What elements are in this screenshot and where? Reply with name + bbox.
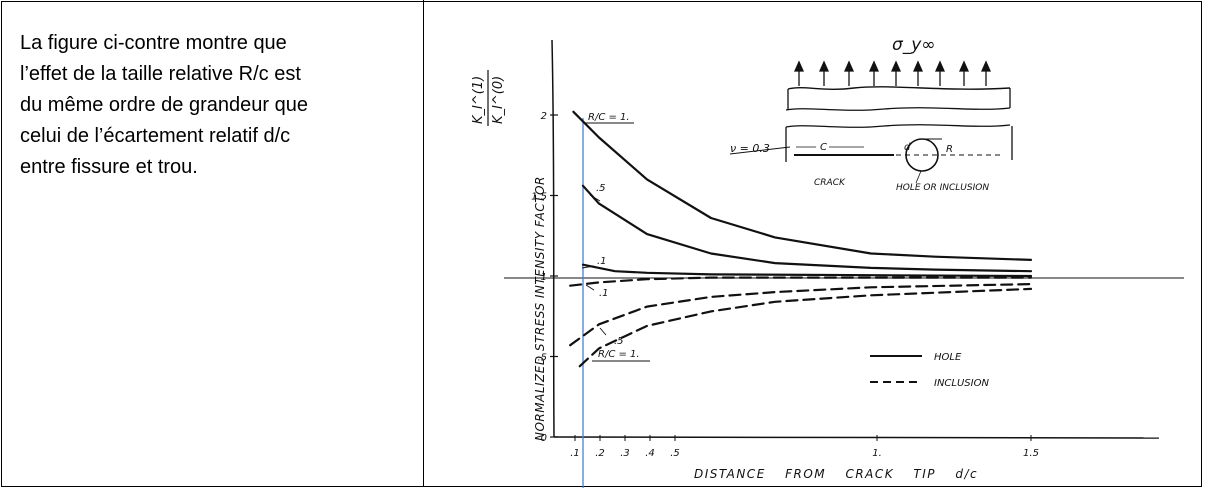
x-tick-label: .4 xyxy=(645,448,655,459)
x-tick-label: .1 xyxy=(570,448,580,459)
stress-intensity-chart: σ_y∞ ν = 0.3 C d R CRACK HOLE OR xyxy=(471,35,1184,488)
fraction-numerator: K_I^(1) xyxy=(471,76,486,124)
y-axis-fraction: K_I^(1) K_I^(0) xyxy=(471,70,506,126)
series-label-inclusion-0.5-leader xyxy=(599,327,607,336)
legend-label: INCLUSION xyxy=(934,378,989,389)
y-tick-label: .5 xyxy=(537,353,547,364)
y-axis-title: NORMALIZED STRESS INTENSITY FACTOR xyxy=(533,176,547,441)
x-tick-label: 1. xyxy=(872,448,882,459)
radius-label: R xyxy=(946,144,953,155)
series-label-inclusion-0.1: .1 xyxy=(599,288,609,299)
series-label-hole-0.1-leader xyxy=(581,265,595,269)
series-line-dashed xyxy=(569,283,1033,347)
y-tick-label: 1 xyxy=(541,272,547,283)
crack-label: CRACK xyxy=(814,178,846,188)
y-tick-label: 2 xyxy=(541,111,547,122)
y-tick-label: 0 xyxy=(541,433,547,444)
paragraph-line: du même ordre de grandeur que xyxy=(20,94,308,116)
series-label-hole-0.5-leader xyxy=(589,194,601,202)
hole-or-inclusion-label: HOLE OR INCLUSION xyxy=(896,183,989,193)
series-label-inclusion-0.5: .5 xyxy=(614,336,624,347)
x-axis-title: DISTANCE FROM CRACK TIP d/c xyxy=(694,467,978,481)
paragraph-line: La figure ci-contre montre que xyxy=(20,32,287,54)
legend-label: HOLE xyxy=(934,352,962,363)
distance-label: d xyxy=(904,142,911,153)
series-label-inclusion-0.1-leader xyxy=(585,284,595,291)
chart-series xyxy=(569,110,1033,368)
chart-legend: HOLE INCLUSION xyxy=(870,352,989,389)
crack-length-label: C xyxy=(820,142,827,153)
series-label-hole-0.1: .1 xyxy=(597,256,607,267)
series-line-dashed xyxy=(569,276,1033,287)
series-line-solid xyxy=(581,184,1033,273)
paragraph-line: celui de l’écartement relatif d/c xyxy=(20,125,291,147)
poisson-ratio-label: ν = 0.3 xyxy=(730,142,770,155)
x-tick-label: .2 xyxy=(595,448,605,459)
crack-hole-inset-diagram: σ_y∞ ν = 0.3 C d R CRACK HOLE OR xyxy=(729,35,1013,193)
series-label-hole-r1: R/C = 1. xyxy=(588,112,630,123)
series-line-dashed xyxy=(578,287,1033,368)
plate-break-line-2 xyxy=(785,124,1011,128)
series-line-solid xyxy=(581,263,1033,278)
series-label-inclusion-r1: R/C = 1. xyxy=(598,349,640,360)
fraction-denominator: K_I^(0) xyxy=(491,76,506,124)
series-label-hole-0.5: .5 xyxy=(596,183,606,194)
cell-divider xyxy=(423,0,424,486)
paragraph-line: l’effet de la taille relative R/c est xyxy=(20,63,301,85)
y-axis-line xyxy=(551,39,555,438)
load-arrows xyxy=(793,60,992,86)
x-tick-label: .3 xyxy=(620,448,630,459)
chart-labels: R/C = 1. .5 .1 .1 .5 R/C = 1. NORMALIZED STRES… xyxy=(471,70,989,481)
y-tick-label: 1.5 xyxy=(531,192,547,203)
plate-break-line-1 xyxy=(785,107,1011,111)
x-tick-label: .5 xyxy=(670,448,680,459)
x-axis-line xyxy=(553,436,1160,439)
load-label: σ_y∞ xyxy=(892,35,936,55)
paragraph-line: entre fissure et trou. xyxy=(20,156,198,178)
series-line-solid xyxy=(572,110,1033,261)
description-paragraph: La figure ci-contre montre que l’effet d… xyxy=(20,28,400,183)
x-tick-label: 1.5 xyxy=(1023,448,1039,459)
plate-top-edge xyxy=(787,86,1011,90)
